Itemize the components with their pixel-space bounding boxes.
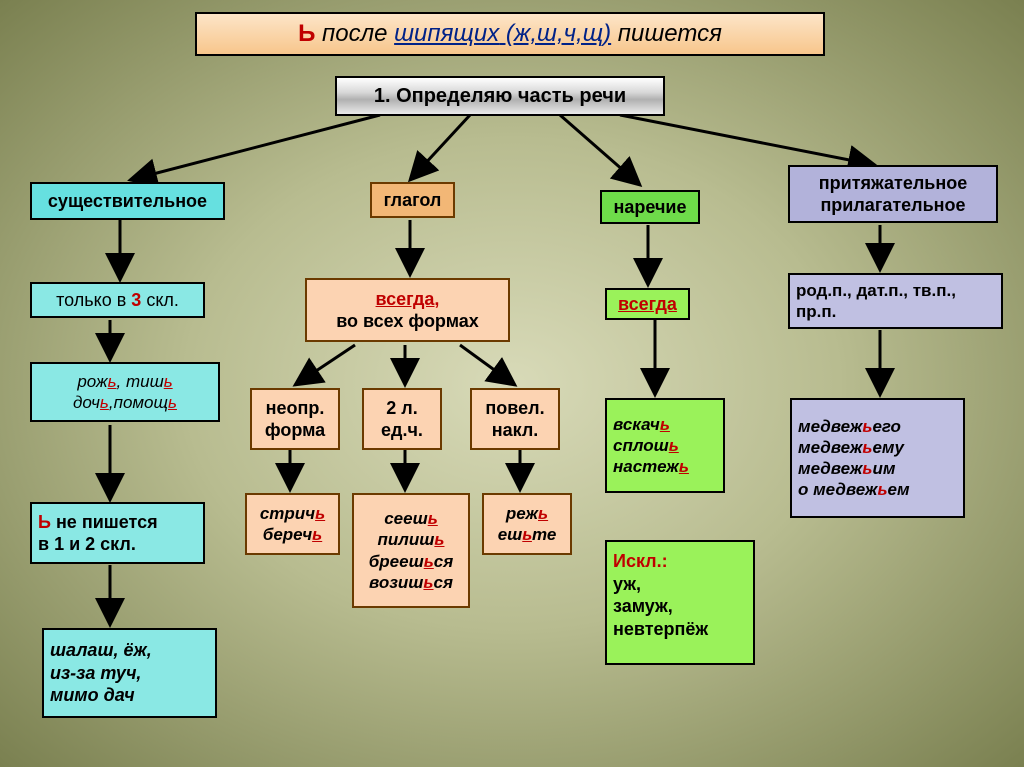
noun-ex2-text: шалаш, ёж, из-за туч, мимо дач <box>50 639 152 707</box>
verb-ex1: стричь беречь <box>245 493 340 555</box>
title-t3: (ж,ш,ч,щ) <box>499 20 611 47</box>
verb-f1-text: неопр. форма <box>265 397 325 442</box>
verb-ex1-text: стричь беречь <box>260 503 325 546</box>
noun-rule2: Ь не пишетсяв 1 и 2 скл. <box>30 502 205 564</box>
title-b: Ь <box>298 20 315 47</box>
root-box: 1. Определяю часть речи <box>335 76 665 116</box>
title-box: Ь после шипящих (ж,ш,ч,щ) пишется <box>195 12 825 56</box>
noun-ex1-text: рожь, тишь дочь,помощь <box>73 371 177 414</box>
adverb-ex-text: вскачь сплошь настежь <box>613 414 689 478</box>
verb-label: глагол <box>384 189 442 212</box>
adj-box: притяжательное прилагательное <box>788 165 998 223</box>
verb-ex2-text: сеешь пилишь бреешься возишься <box>369 508 454 593</box>
verb-rule-text: всегда,во всех формах <box>336 288 479 333</box>
verb-rule: всегда,во всех формах <box>305 278 510 342</box>
title-t1: после <box>315 20 394 47</box>
title-t2: шипящих <box>394 20 499 47</box>
root-label: 1. Определяю часть речи <box>374 84 626 109</box>
title-text: Ь после шипящих (ж,ш,ч,щ) пишется <box>298 19 722 49</box>
adj-ex: медвежьего медвежьему медвежьим о медвеж… <box>790 398 965 518</box>
verb-f1: неопр. форма <box>250 388 340 450</box>
verb-f3: повел. накл. <box>470 388 560 450</box>
verb-box: глагол <box>370 182 455 218</box>
verb-f3-text: повел. накл. <box>485 397 544 442</box>
adverb-rule-text: всегда <box>618 293 677 316</box>
adj-rule-text: род.п., дат.п., тв.п., пр.п. <box>796 280 995 323</box>
noun-rule1-text: только в 3 скл. <box>56 289 179 312</box>
noun-ex1: рожь, тишь дочь,помощь <box>30 362 220 422</box>
verb-ex3-text: режь ешьте <box>498 503 557 546</box>
noun-rule2-text: Ь не пишетсяв 1 и 2 скл. <box>38 511 158 556</box>
verb-ex2: сеешь пилишь бреешься возишься <box>352 493 470 608</box>
adverb-label: наречие <box>614 196 687 219</box>
verb-f2-text: 2 л. ед.ч. <box>381 397 423 442</box>
noun-ex2: шалаш, ёж, из-за туч, мимо дач <box>42 628 217 718</box>
adj-rule: род.п., дат.п., тв.п., пр.п. <box>788 273 1003 329</box>
title-t4: пишется <box>611 20 722 47</box>
verb-f2: 2 л. ед.ч. <box>362 388 442 450</box>
adverb-ex: вскачь сплошь настежь <box>605 398 725 493</box>
adj-ex-text: медвежьего медвежьему медвежьим о медвеж… <box>798 416 910 501</box>
verb-ex3: режь ешьте <box>482 493 572 555</box>
adverb-box: наречие <box>600 190 700 224</box>
adverb-excl-text: Искл.: уж, замуж, невтерпёж <box>613 550 708 640</box>
adverb-rule: всегда <box>605 288 690 320</box>
adj-label: притяжательное прилагательное <box>819 172 967 217</box>
adverb-excl: Искл.: уж, замуж, невтерпёж <box>605 540 755 665</box>
noun-box: существительное <box>30 182 225 220</box>
noun-rule1: только в 3 скл. <box>30 282 205 318</box>
noun-label: существительное <box>48 190 207 213</box>
